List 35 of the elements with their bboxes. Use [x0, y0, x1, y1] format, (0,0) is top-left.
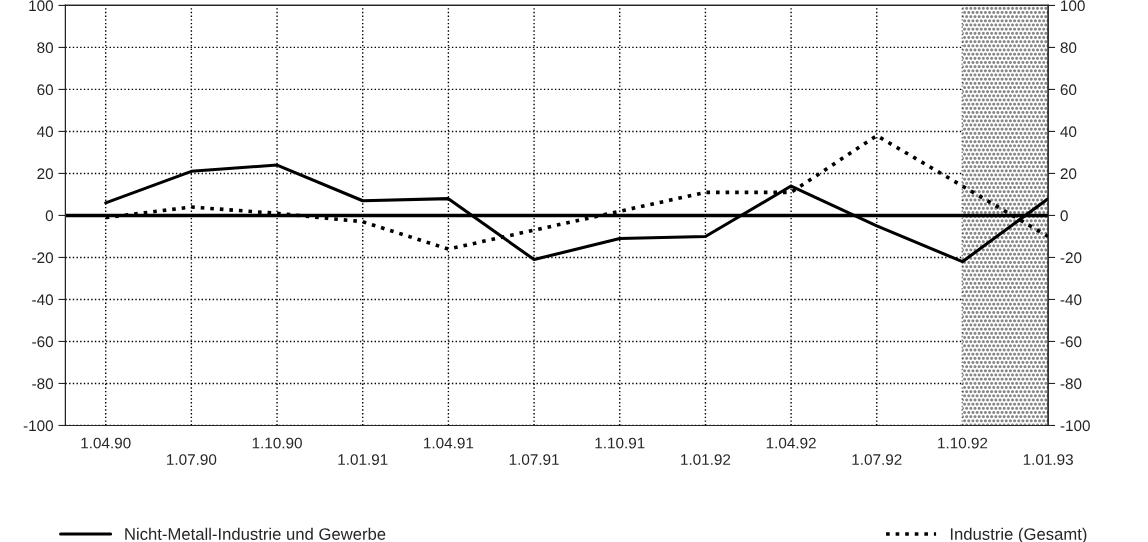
y-tick-label: 20	[1060, 168, 1077, 180]
y2-tick-label: -60	[32, 336, 54, 348]
y2-tick-label: 40	[36, 126, 54, 138]
y2-tick-label: 100	[29, 0, 54, 12]
y-tick-label: 100	[1061, 0, 1085, 12]
y2-tick-label: -80	[32, 378, 54, 390]
x-tick-label: 1.10.92	[938, 437, 988, 449]
y-tick-label: 80	[1060, 42, 1077, 54]
x-tick-label: 1.01.91	[338, 454, 388, 465]
x-tick-label: 1.01.92	[681, 454, 731, 465]
x-tick-label: 1.10.90	[252, 437, 302, 449]
y2-tick-label: -100	[23, 420, 54, 432]
x-tick-label: 1.04.91	[424, 437, 474, 449]
x-tick-label: 1.07.92	[852, 454, 902, 465]
x-tick-label: 1.07.91	[509, 454, 559, 465]
y-tick-label: -60	[1060, 336, 1082, 348]
y2-tick-label: 80	[37, 42, 54, 54]
y2-tick-label: -20	[32, 252, 54, 264]
x-tick-label: 1.04.92	[766, 437, 816, 449]
x-tick-label: 1.04.90	[81, 437, 131, 449]
y-tick-label: -40	[1060, 294, 1082, 306]
x-tick-label: 1.07.90	[167, 454, 217, 465]
y-tick-label: -80	[1060, 378, 1082, 390]
y2-tick-label: 20	[37, 168, 54, 180]
x-tick-label: 1.10.91	[595, 437, 645, 449]
y-tick-label: 0	[1060, 210, 1068, 222]
y-tick-label: 60	[1060, 84, 1077, 96]
y2-tick-label: -40	[32, 294, 54, 306]
y2-tick-label: 60	[37, 84, 54, 96]
y-tick-label: -100	[1060, 420, 1090, 432]
y2-tick-label: 0	[45, 210, 54, 222]
y-tick-label: -20	[1060, 252, 1082, 264]
y-tick-label: 40	[1060, 126, 1077, 138]
x-tick-label: 1.01.93	[1023, 454, 1073, 465]
legend-label: Nicht-Metall-Industrie und Gewerbe	[125, 527, 386, 540]
